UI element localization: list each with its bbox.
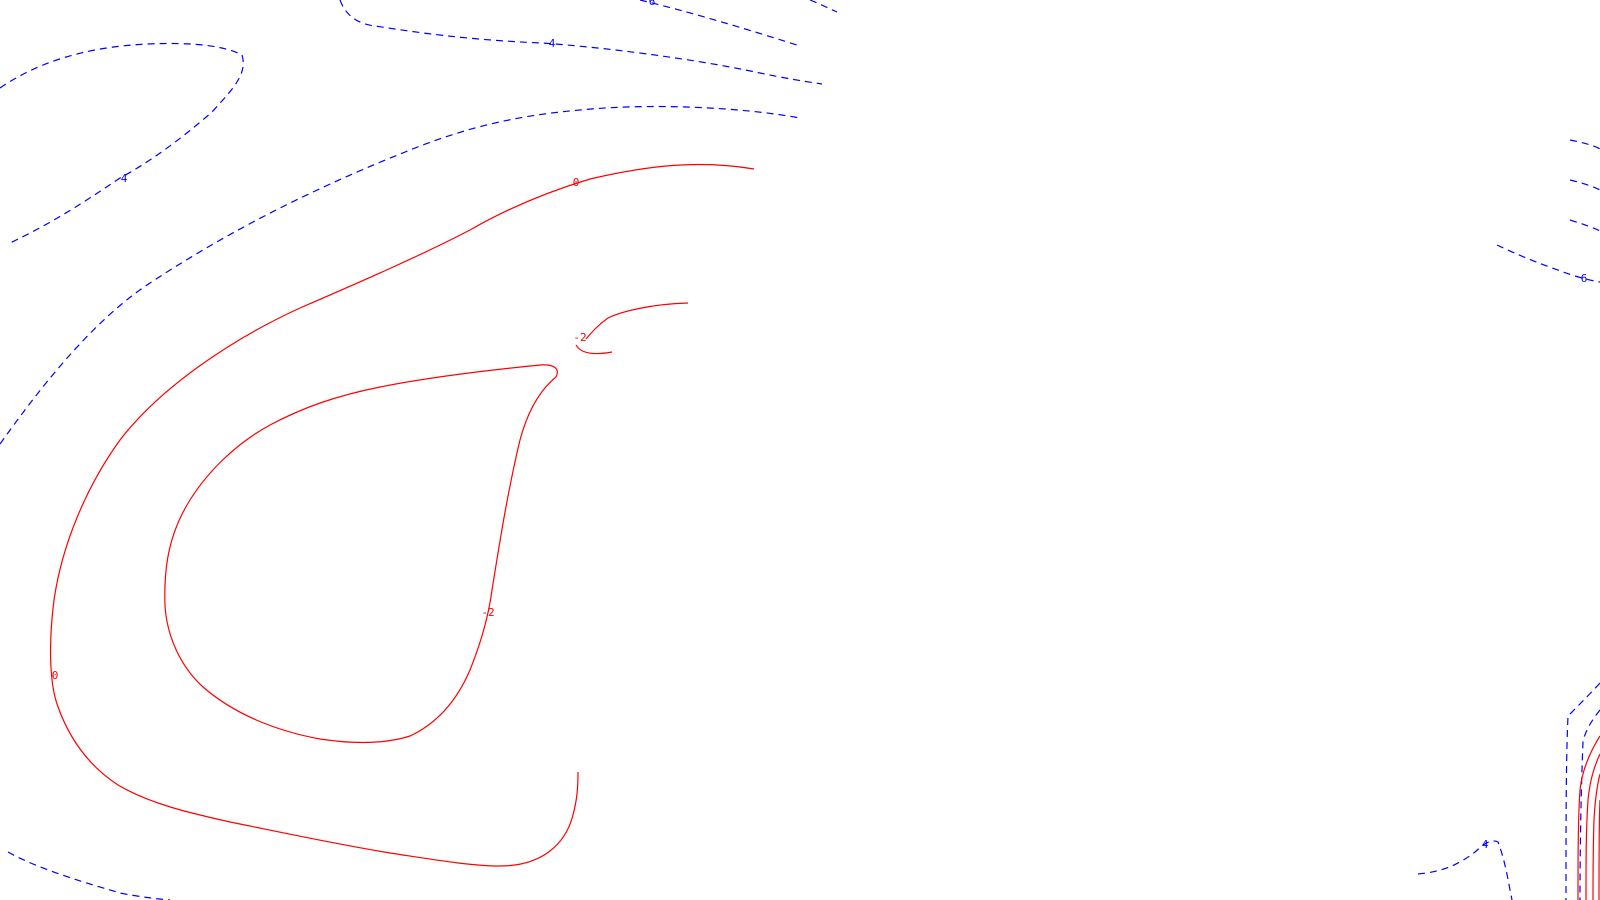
contour-line-bottom-right-vertical-2 [1579,709,1600,900]
contour-label: -2 [573,331,586,344]
contour-labels: 4 4 6 6 4 0 0 -2 -2 [52,0,1588,851]
contour-line-minus2-main [164,364,558,744]
contour-label: 4 [121,172,128,185]
contour-label: 4 [549,37,556,50]
contour-line-top-right-short [809,0,838,13]
contour-label: 4 [1482,838,1489,851]
contour-line-minus2-small [585,302,689,340]
contour-label: 6 [649,0,656,8]
contour-line-bottom-right-red-3 [1592,773,1600,900]
contour-label: 0 [573,176,580,189]
contour-line-right-6 [1496,244,1600,283]
contour-line-minus2-small-tail [575,344,613,355]
contour-line-bottom-right-vertical-1 [1565,682,1600,900]
contour-line-top-6 [639,0,801,47]
contour-label: -2 [481,606,494,619]
contour-label: 0 [52,669,59,682]
negative-contours [49,163,1600,900]
contour-line-bottom-right-red-2 [1585,753,1600,900]
contour-line-top-4 [339,0,823,85]
contour-line-right-1 [1569,139,1600,150]
contour-line-right-3 [1569,219,1600,232]
contour-line-right-2 [1569,179,1600,191]
contour-label: 6 [1581,272,1588,285]
contour-line-bottom-right-red-1 [1577,735,1600,900]
contour-line-left-loop-4 [0,42,244,245]
contour-line-bottom-right-4 [1417,840,1513,900]
contour-line-middle-outer [0,105,801,445]
contour-line-bottom-left [7,851,171,900]
contour-line-zero-outer [49,163,755,867]
